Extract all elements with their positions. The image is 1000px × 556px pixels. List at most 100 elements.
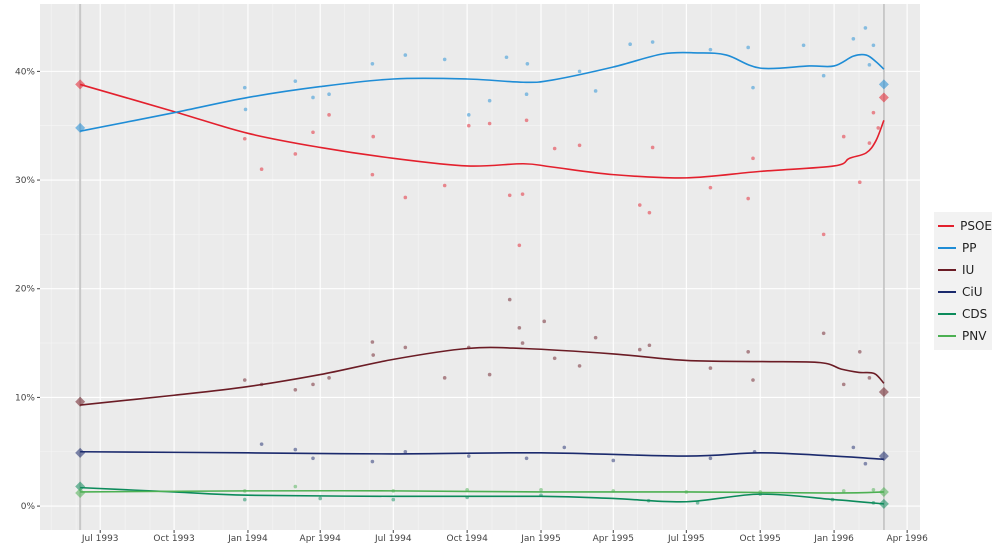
- poll-point: [751, 85, 755, 90]
- poll-point: [520, 341, 525, 345]
- poll-point: [647, 343, 652, 348]
- poll-point: [593, 335, 598, 340]
- poll-point: [507, 297, 512, 302]
- election-result-marker: [878, 92, 889, 103]
- poll-point: [466, 113, 471, 117]
- x-tick-label: Jan 1994: [227, 534, 268, 544]
- trend-line: [79, 83, 885, 179]
- poll-point: [403, 449, 408, 454]
- poll-point: [851, 445, 856, 450]
- election-result-marker: [75, 481, 86, 492]
- poll-point: [650, 145, 655, 150]
- poll-point: [517, 243, 522, 248]
- poll-point: [293, 152, 298, 156]
- x-tick-label: Jan 1996: [813, 534, 854, 544]
- election-result-marker: [878, 486, 889, 497]
- election-result-marker: [75, 488, 86, 499]
- y-tick-label: 30%: [15, 176, 35, 186]
- poll-point: [876, 126, 881, 130]
- poll-point: [841, 489, 846, 493]
- poll-point: [311, 456, 315, 461]
- poll-point: [525, 61, 530, 66]
- legend-label: PSOE: [960, 219, 992, 233]
- x-tick-label: Apr 1995: [593, 534, 634, 544]
- poll-point: [442, 57, 447, 62]
- poll-point: [311, 130, 315, 135]
- poll-point: [857, 180, 862, 185]
- poll-point: [243, 107, 248, 112]
- x-axis: Jul 1993 Oct 1993 Jan 1994 Apr 1994 Jul 1994…: [81, 530, 928, 544]
- election-result-marker: [75, 122, 86, 133]
- poll-point: [293, 447, 298, 452]
- poll-point: [801, 43, 806, 48]
- poll-point: [327, 376, 331, 380]
- poll-point: [611, 458, 616, 463]
- legend-label: IU: [962, 263, 975, 277]
- poll-point: [293, 484, 298, 489]
- poll-point: [259, 167, 264, 171]
- poll-point: [311, 382, 315, 387]
- trend-line: [80, 486, 884, 505]
- series-ciu: [75, 442, 889, 466]
- poll-point: [466, 123, 471, 128]
- poll-point: [562, 445, 567, 450]
- poll-point: [863, 26, 868, 30]
- poll-point: [863, 461, 868, 466]
- poll-point: [259, 442, 264, 446]
- legend-item-pnv: PNV: [934, 325, 992, 347]
- legend-label: PP: [962, 241, 977, 255]
- legend-item-iu: IU: [934, 259, 992, 281]
- poll-point: [552, 146, 557, 151]
- poll-point: [327, 92, 331, 97]
- x-tick-label: Jul 1993: [81, 534, 119, 544]
- poll-point: [867, 376, 872, 380]
- legend-swatch: [938, 313, 956, 315]
- poll-point: [524, 92, 529, 97]
- poll-point: [403, 53, 408, 57]
- poll-point: [841, 134, 846, 139]
- poll-point: [391, 497, 396, 502]
- legend-item-psoe: PSOE: [934, 215, 992, 237]
- series-iu: [75, 297, 889, 407]
- poll-point: [637, 203, 642, 207]
- poll-point: [628, 42, 632, 47]
- y-tick-label: 0%: [21, 502, 36, 512]
- legend-swatch: [938, 247, 956, 249]
- poll-point: [841, 382, 846, 387]
- poll-point: [867, 141, 872, 145]
- x-tick-label: Apr 1994: [300, 534, 342, 544]
- poll-point: [370, 172, 375, 177]
- x-tick-label: Oct 1993: [153, 534, 194, 544]
- poll-point: [442, 376, 447, 380]
- poll-point: [487, 372, 492, 377]
- poll-point: [751, 378, 755, 382]
- poll-point: [695, 501, 700, 505]
- poll-point: [593, 89, 598, 93]
- poll-point: [647, 210, 652, 215]
- x-tick-label: Oct 1995: [740, 534, 781, 544]
- series-pp: [75, 26, 889, 133]
- poll-point: [542, 319, 547, 324]
- series-pnv: [75, 484, 889, 499]
- legend-swatch: [938, 225, 955, 227]
- poll-point: [746, 349, 750, 354]
- poll-point: [708, 47, 713, 52]
- election-result-marker: [75, 79, 86, 90]
- legend: PSOE PP IU CiU CDS PNV: [934, 212, 992, 350]
- x-tick-label: Jul 1995: [667, 534, 705, 544]
- trend-line: [79, 51, 885, 132]
- poll-point: [871, 110, 876, 115]
- poll-point: [370, 61, 375, 66]
- poll-point: [487, 121, 492, 126]
- y-axis: 0% 10% 20% 30% 40%: [15, 67, 40, 512]
- poll-point: [650, 40, 655, 44]
- poll-point: [577, 69, 582, 74]
- poll-point: [487, 98, 492, 103]
- legend-swatch: [938, 291, 956, 293]
- poll-point: [871, 43, 876, 48]
- poll-point: [552, 356, 557, 361]
- poll-point: [507, 193, 512, 198]
- election-result-marker: [878, 386, 889, 397]
- poll-point: [871, 487, 876, 492]
